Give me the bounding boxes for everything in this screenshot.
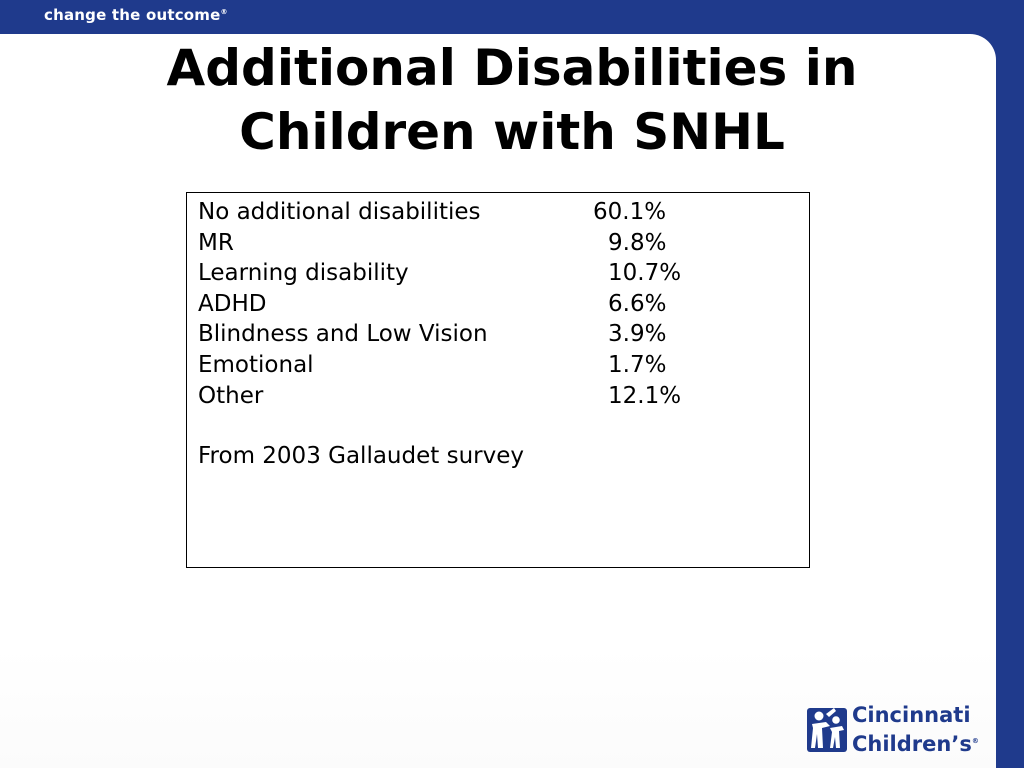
logo-line-1: Cincinnati <box>852 703 971 727</box>
row-value: 9.8% <box>608 229 667 256</box>
row-label: ADHD <box>198 290 267 317</box>
row-value: 10.7% <box>608 260 682 287</box>
row-value: 3.9% <box>608 321 667 348</box>
row-value: 12.1% <box>608 382 682 409</box>
childrens-figures-logo-icon <box>807 708 847 752</box>
content-box: No additional disabilities 60.1% MR 9.8%… <box>186 192 810 568</box>
row-label: Emotional <box>198 351 314 378</box>
row-label: Learning disability <box>198 260 409 287</box>
cincinnati-childrens-logo: Cincinnati Children’s® <box>806 702 992 760</box>
title-line-2: Children with SNHL <box>239 103 785 161</box>
row-value: 6.6% <box>608 290 667 317</box>
row-label: Blindness and Low Vision <box>198 321 488 348</box>
tagline: change the outcome® <box>44 6 228 24</box>
right-brand-strip <box>996 34 1024 768</box>
header-band: change the outcome® <box>0 0 1024 34</box>
logo-wordmark: Cincinnati Children’s® <box>852 702 979 757</box>
row-label: MR <box>198 229 234 256</box>
row-label: No additional disabilities <box>198 199 481 225</box>
row-value: 60.1% <box>593 199 667 225</box>
logo-line-2: Children’s® <box>852 732 979 756</box>
source-note: From 2003 Gallaudet survey <box>198 443 524 469</box>
slide-title: Additional Disabilities in Children with… <box>0 36 1024 164</box>
row-value: 1.7% <box>608 351 667 378</box>
title-line-1: Additional Disabilities in <box>166 39 858 97</box>
row-label: Other <box>198 382 264 409</box>
